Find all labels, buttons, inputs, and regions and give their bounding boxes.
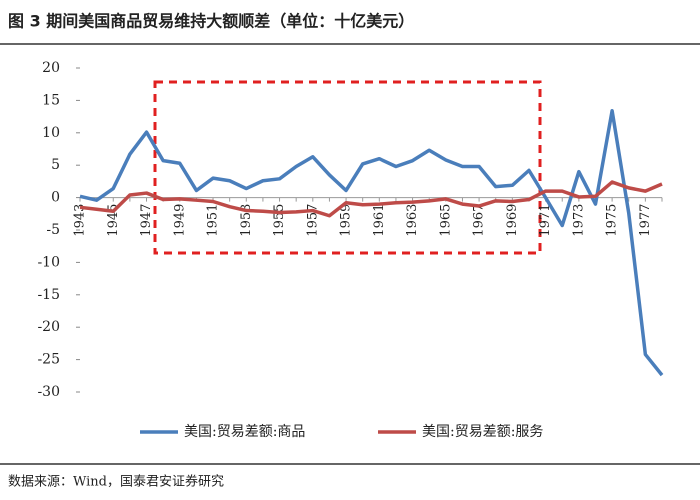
legend-label: 美国:贸易差额:服务 — [422, 424, 543, 440]
y-tick-label: 20 — [42, 60, 60, 76]
y-tick-label: -30 — [37, 384, 60, 400]
x-tick-label: 1967 — [472, 204, 487, 237]
x-tick-label: 1963 — [405, 204, 420, 237]
y-tick-label: -5 — [46, 222, 60, 238]
series-line — [79, 109, 664, 377]
y-tick-label: -25 — [37, 352, 60, 368]
y-tick-label: 5 — [51, 157, 60, 173]
y-tick-label: -15 — [37, 287, 60, 303]
x-tick-label: 1957 — [305, 204, 320, 237]
x-tick-label: 1943 — [73, 204, 88, 237]
series-line — [79, 180, 663, 218]
x-tick-label: 1949 — [172, 204, 187, 237]
y-tick-label: 10 — [42, 125, 60, 141]
x-tick-label: 1955 — [272, 204, 287, 237]
chart-title: 图 3 期间美国商品贸易维持大额顺差（单位：十亿美元） — [8, 12, 414, 31]
x-tick-label: 1947 — [139, 204, 154, 237]
y-tick-label: 0 — [51, 190, 60, 206]
x-tick-label: 1973 — [571, 204, 586, 237]
x-tick-label: 1969 — [505, 204, 520, 237]
x-tick-label: 1961 — [372, 204, 387, 237]
x-tick-label: 1977 — [638, 204, 653, 237]
x-tick-label: 1951 — [206, 204, 221, 237]
legend-label: 美国:贸易差额:商品 — [184, 424, 305, 440]
x-tick-label: 1971 — [538, 204, 553, 237]
x-tick-label: 1975 — [605, 204, 620, 237]
x-tick-label: 1959 — [339, 204, 354, 237]
y-tick-label: -10 — [37, 254, 60, 270]
x-tick-label: 1945 — [106, 204, 121, 237]
highlight-box — [153, 80, 542, 255]
source-note: 数据来源：Wind，国泰君安证券研究 — [8, 474, 224, 490]
x-tick-label: 1965 — [438, 204, 453, 237]
y-tick-label: -20 — [37, 319, 60, 335]
y-tick-label: 15 — [42, 92, 60, 108]
